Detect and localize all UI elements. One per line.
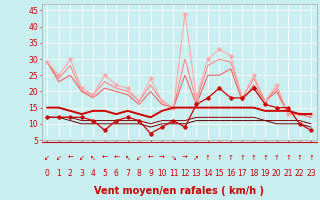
- Text: 12: 12: [180, 170, 190, 179]
- Text: ↑: ↑: [228, 155, 234, 161]
- Text: 8: 8: [137, 170, 141, 179]
- Text: ↙: ↙: [136, 155, 142, 161]
- Text: 10: 10: [157, 170, 167, 179]
- Text: 22: 22: [295, 170, 304, 179]
- Text: ←: ←: [67, 155, 73, 161]
- Text: ↙: ↙: [56, 155, 62, 161]
- Text: →: →: [182, 155, 188, 161]
- Text: ↑: ↑: [262, 155, 268, 161]
- Text: 19: 19: [260, 170, 270, 179]
- Text: 15: 15: [214, 170, 224, 179]
- Text: 2: 2: [68, 170, 73, 179]
- Text: ↑: ↑: [274, 155, 280, 161]
- Text: ←: ←: [102, 155, 108, 161]
- Text: 17: 17: [237, 170, 247, 179]
- Text: 0: 0: [45, 170, 50, 179]
- Text: 7: 7: [125, 170, 130, 179]
- Text: ←: ←: [148, 155, 154, 161]
- Text: ↑: ↑: [239, 155, 245, 161]
- Text: 23: 23: [306, 170, 316, 179]
- Text: ↑: ↑: [205, 155, 211, 161]
- Text: 18: 18: [249, 170, 259, 179]
- Text: ↖: ↖: [90, 155, 96, 161]
- Text: ↙: ↙: [79, 155, 85, 161]
- Text: ↑: ↑: [308, 155, 314, 161]
- Text: ↘: ↘: [171, 155, 176, 161]
- Text: ↑: ↑: [285, 155, 291, 161]
- Text: ↗: ↗: [194, 155, 199, 161]
- Text: ↑: ↑: [216, 155, 222, 161]
- Text: ↑: ↑: [251, 155, 257, 161]
- Text: 21: 21: [284, 170, 293, 179]
- Text: 14: 14: [203, 170, 213, 179]
- Text: 13: 13: [192, 170, 201, 179]
- Text: 1: 1: [56, 170, 61, 179]
- Text: 6: 6: [114, 170, 119, 179]
- Text: 20: 20: [272, 170, 282, 179]
- Text: Vent moyen/en rafales ( km/h ): Vent moyen/en rafales ( km/h ): [94, 186, 264, 196]
- Text: 3: 3: [79, 170, 84, 179]
- Text: ↖: ↖: [125, 155, 131, 161]
- Text: 4: 4: [91, 170, 96, 179]
- Text: ←: ←: [113, 155, 119, 161]
- Text: 9: 9: [148, 170, 153, 179]
- Text: →: →: [159, 155, 165, 161]
- Text: ↙: ↙: [44, 155, 50, 161]
- Text: ↑: ↑: [297, 155, 302, 161]
- Text: 11: 11: [169, 170, 178, 179]
- Text: 5: 5: [102, 170, 107, 179]
- Text: 16: 16: [226, 170, 236, 179]
